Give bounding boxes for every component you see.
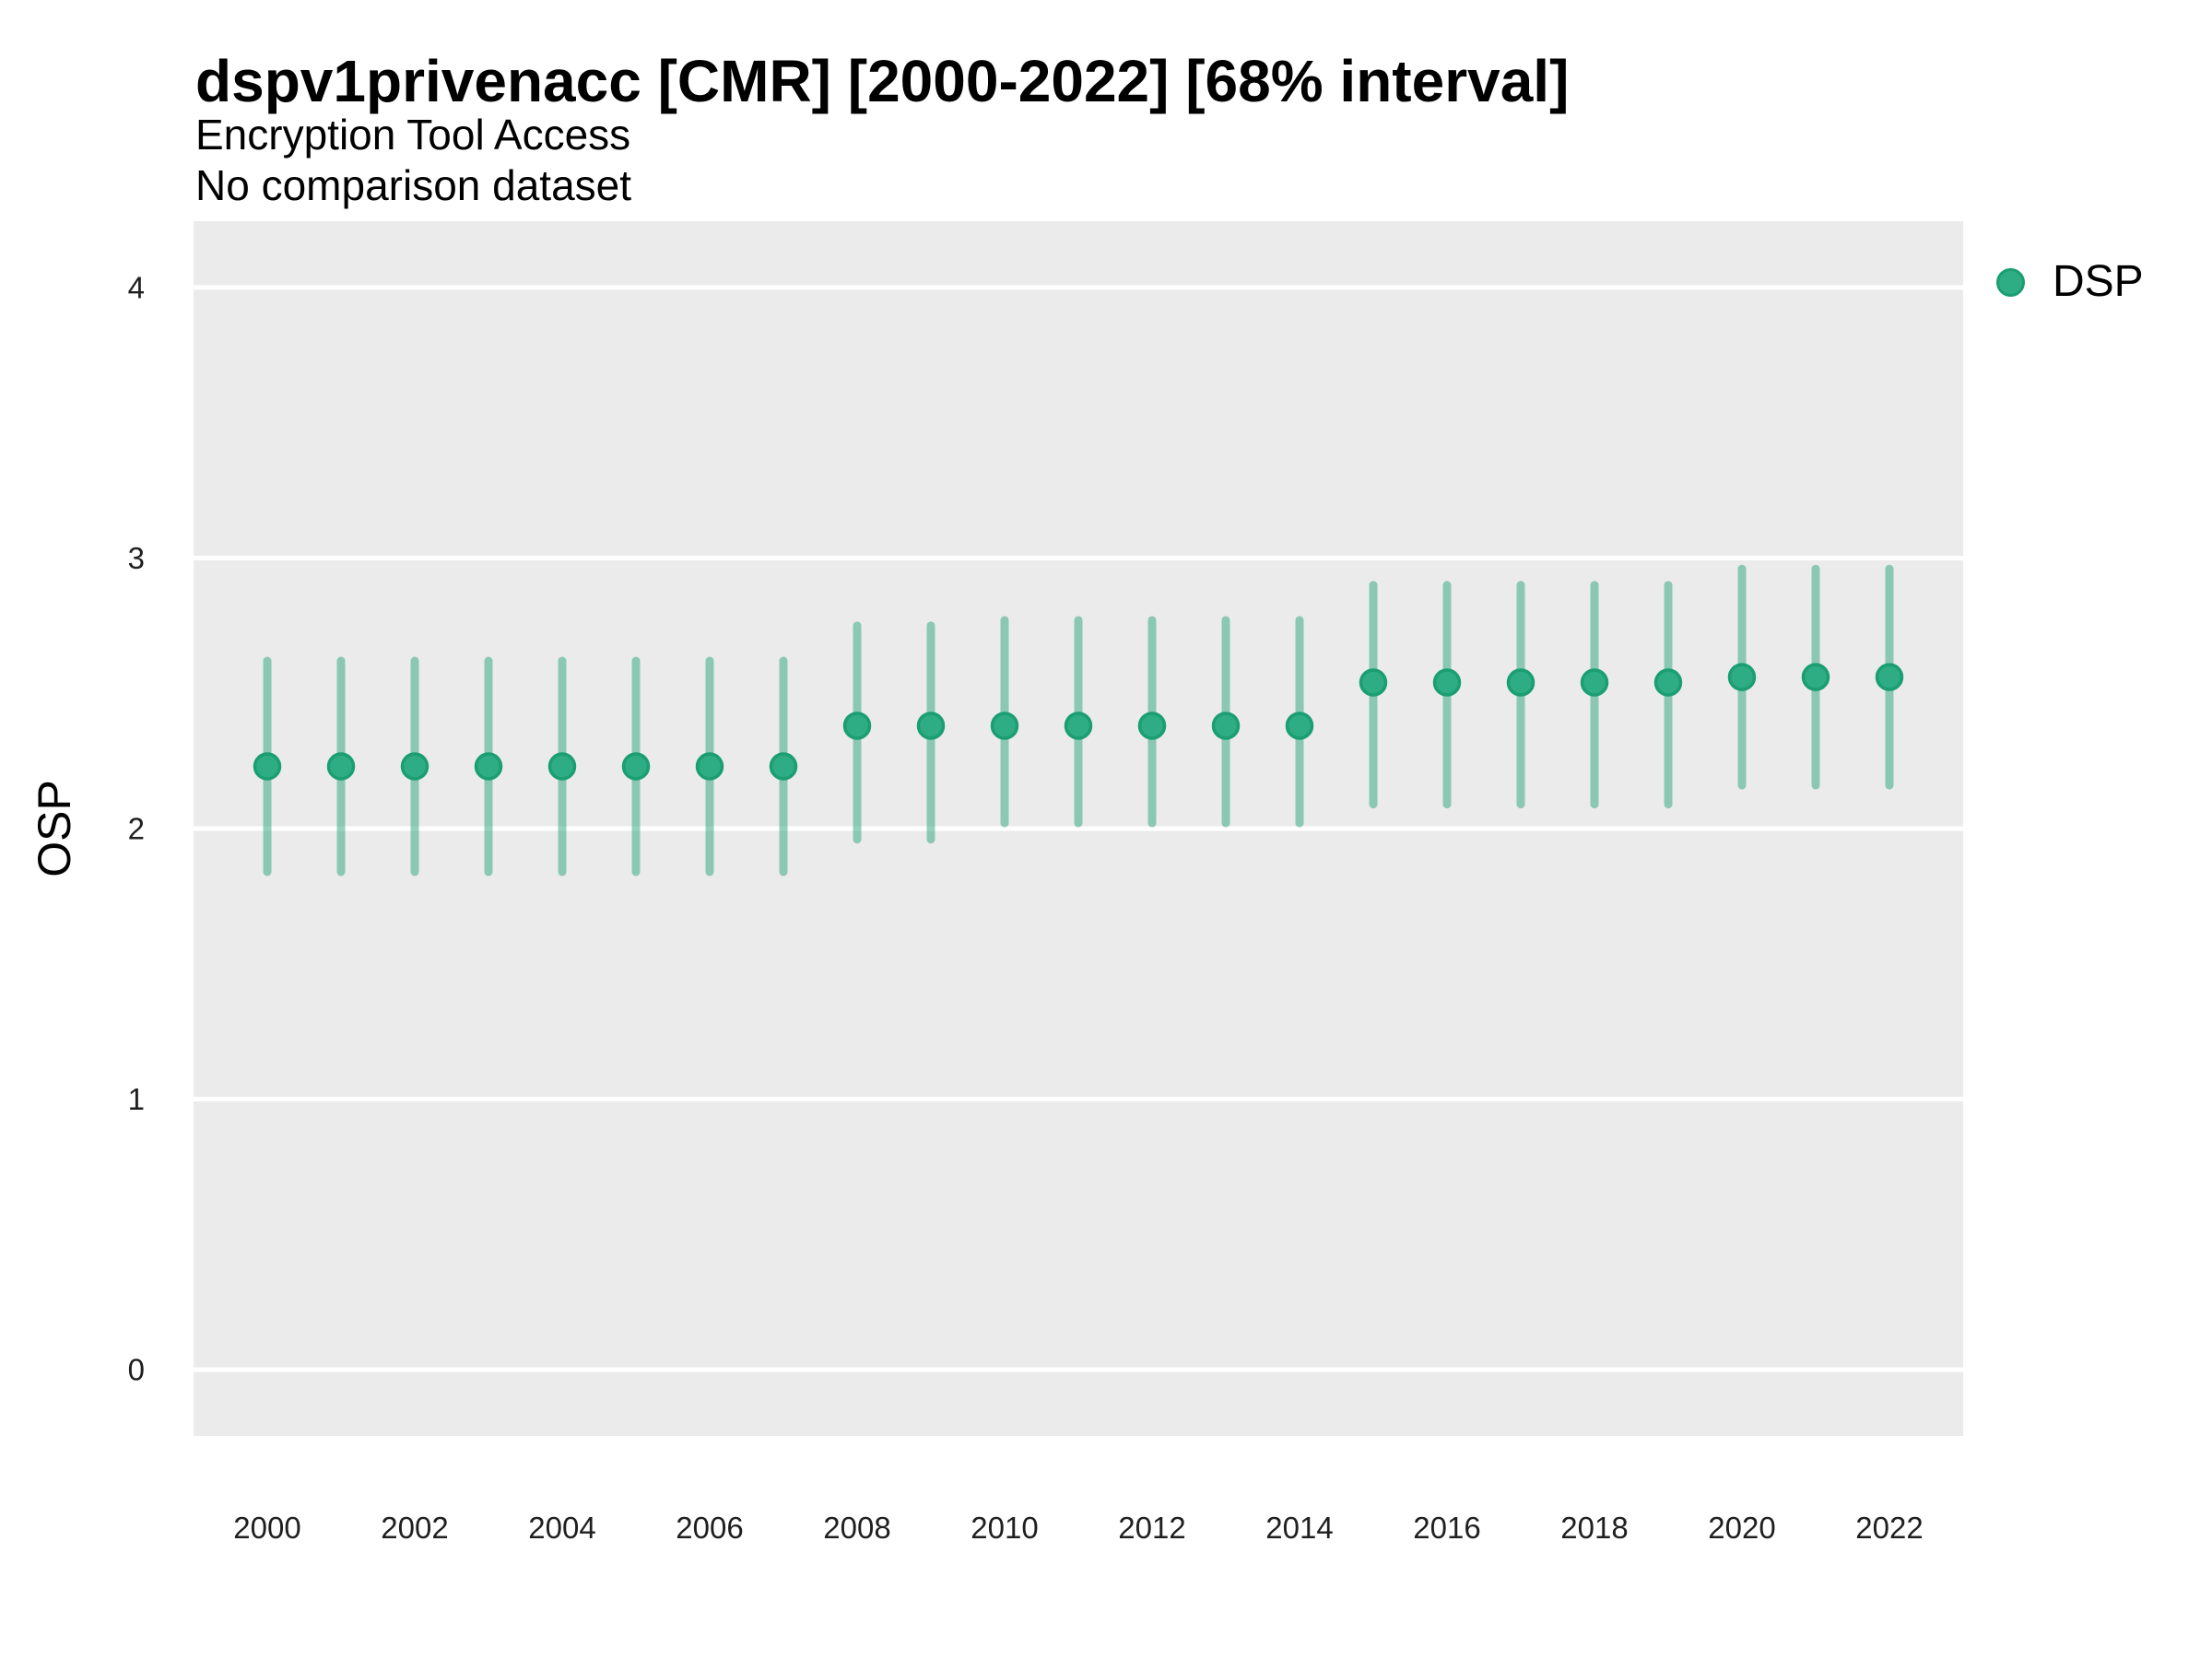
data-point bbox=[1064, 712, 1093, 740]
data-point bbox=[1727, 663, 1757, 691]
chart-subtitle: Encryption Tool Access bbox=[195, 111, 631, 159]
y-tick-label: 0 bbox=[128, 1353, 145, 1387]
data-point bbox=[1875, 663, 1904, 691]
x-tick-label: 2000 bbox=[233, 1511, 300, 1545]
data-point bbox=[253, 752, 282, 781]
data-point bbox=[547, 752, 577, 781]
legend: DSP bbox=[1996, 260, 2144, 304]
y-tick-label: 1 bbox=[128, 1082, 145, 1116]
y-tick-label: 2 bbox=[128, 812, 145, 846]
data-point bbox=[769, 752, 798, 781]
data-point bbox=[1653, 668, 1683, 697]
legend-marker-dot bbox=[1996, 267, 2025, 297]
data-point bbox=[916, 712, 946, 740]
x-tick-label: 2002 bbox=[381, 1511, 448, 1545]
x-tick-label: 2010 bbox=[971, 1511, 1038, 1545]
data-point bbox=[1211, 712, 1241, 740]
data-point bbox=[326, 752, 356, 781]
data-point bbox=[1285, 712, 1314, 740]
y-tick-label: 3 bbox=[128, 541, 145, 575]
data-point bbox=[621, 752, 651, 781]
data-point bbox=[474, 752, 503, 781]
x-tick-label: 2004 bbox=[528, 1511, 595, 1545]
data-point bbox=[1506, 668, 1535, 697]
x-tick-label: 2020 bbox=[1708, 1511, 1775, 1545]
x-tick-label: 2018 bbox=[1560, 1511, 1628, 1545]
x-tick-label: 2012 bbox=[1118, 1511, 1185, 1545]
data-point bbox=[1432, 668, 1462, 697]
data-point bbox=[1359, 668, 1388, 697]
data-point bbox=[1801, 663, 1830, 691]
x-tick-label: 2008 bbox=[823, 1511, 890, 1545]
data-point bbox=[842, 712, 872, 740]
chart-title: dspv1privenacc [CMR] [2000-2022] [68% in… bbox=[195, 48, 1570, 114]
data-point bbox=[400, 752, 429, 781]
comparison-note: No comparison dataset bbox=[195, 161, 632, 209]
y-tick-label: 4 bbox=[128, 270, 145, 304]
data-point bbox=[1580, 668, 1609, 697]
data-point bbox=[990, 712, 1019, 740]
data-point bbox=[1137, 712, 1167, 740]
legend-series-label: DSP bbox=[2053, 257, 2144, 306]
x-tick-label: 2016 bbox=[1413, 1511, 1480, 1545]
data-point bbox=[695, 752, 724, 781]
x-tick-label: 2022 bbox=[1855, 1511, 1923, 1545]
x-tick-label: 2006 bbox=[676, 1511, 743, 1545]
x-tick-label: 2014 bbox=[1265, 1511, 1333, 1545]
